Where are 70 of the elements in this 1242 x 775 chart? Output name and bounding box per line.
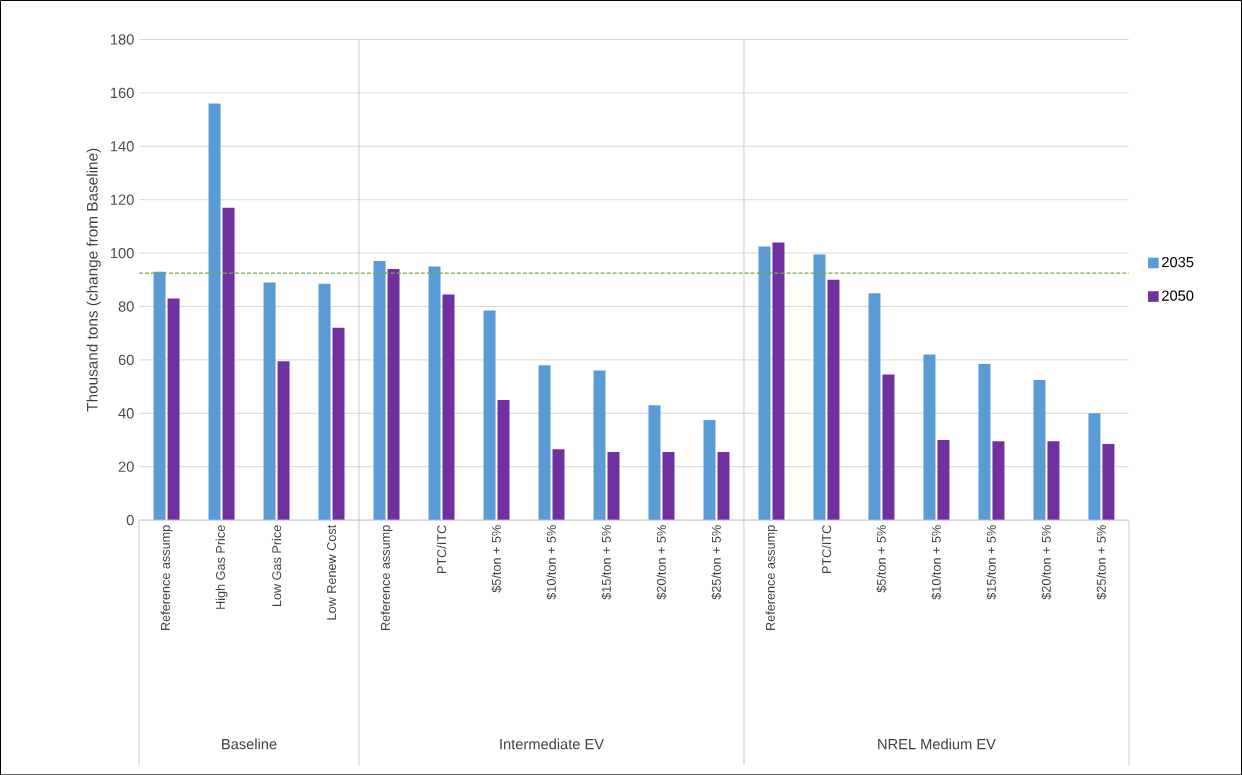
bar (442, 294, 455, 520)
bar (263, 282, 276, 520)
bar (813, 254, 826, 520)
x-tick-label: $20/ton + 5% (656, 525, 667, 600)
x-tick-label: Low Renew Cost (327, 524, 337, 620)
x-tick-label: $10/ton + 5% (546, 525, 557, 600)
bar (332, 327, 345, 520)
bar (703, 419, 716, 520)
y-axis-title: Thousand tons (change from Baseline) (86, 148, 101, 412)
bar (497, 399, 510, 520)
bar (1088, 413, 1101, 520)
bar (882, 374, 895, 520)
bar (1033, 379, 1046, 520)
x-tick-label: PTC/ITC (821, 525, 832, 573)
bar (978, 363, 991, 520)
y-tick-label: 0 (126, 514, 134, 526)
bar (373, 260, 386, 520)
bar (538, 365, 551, 520)
x-tick-label: High Gas Price (215, 525, 228, 609)
x-tick-label: Reference assump (765, 525, 778, 630)
bar (937, 439, 950, 520)
bar (992, 441, 1005, 520)
bar (1102, 443, 1115, 520)
y-tick-label: 160 (111, 87, 134, 98)
text: Baseline (222, 738, 277, 750)
bar (208, 103, 221, 520)
y-tick-label: 140 (111, 140, 134, 152)
x-tick-label: Reference assump (160, 525, 173, 630)
y-tick-label: 40 (118, 407, 134, 419)
y-tick-label: 60 (118, 354, 134, 365)
bar (758, 246, 771, 520)
bar (318, 283, 331, 520)
x-tick-label: $15/ton + 5% (986, 525, 997, 600)
x-tick-label: $5/ton + 5% (491, 525, 502, 593)
bar (868, 292, 881, 520)
text: Intermediate EV (500, 738, 604, 750)
bar (167, 298, 180, 520)
x-tick-label: $10/ton + 5% (931, 525, 942, 600)
bar (717, 451, 730, 520)
x-tick-label: Reference assump (380, 525, 393, 630)
legend-label: 2035 (1162, 256, 1194, 268)
x-tick-label: $5/ton + 5% (876, 525, 887, 593)
bar (648, 405, 661, 520)
text: NREL Medium EV (878, 738, 996, 750)
bar (827, 279, 840, 520)
bar (593, 370, 606, 520)
x-tick-label: $20/ton + 5% (1041, 525, 1052, 600)
bar (483, 310, 496, 520)
bar (662, 451, 675, 520)
bar (387, 268, 400, 520)
x-tick-label: Low Gas Price (271, 525, 282, 606)
y-tick-label: 120 (111, 194, 134, 205)
bar (1047, 441, 1060, 520)
legend-label: 2050 (1162, 290, 1194, 301)
bar (222, 207, 235, 520)
bar (428, 266, 441, 520)
y-tick-label: 80 (118, 301, 134, 312)
x-tick-label: $25/ton + 5% (711, 525, 722, 600)
bar (607, 451, 620, 520)
bar (153, 271, 166, 520)
x-tick-label: $15/ton + 5% (601, 525, 612, 600)
y-tick-label: 20 (118, 461, 134, 472)
bar (772, 242, 785, 520)
bar (923, 354, 936, 520)
y-tick-label: 100 (111, 247, 134, 259)
bar (277, 361, 290, 520)
x-tick-label: $25/ton + 5% (1096, 525, 1107, 600)
bar (552, 449, 565, 520)
y-tick-label: 180 (111, 34, 134, 45)
x-tick-label: PTC/ITC (436, 525, 447, 573)
